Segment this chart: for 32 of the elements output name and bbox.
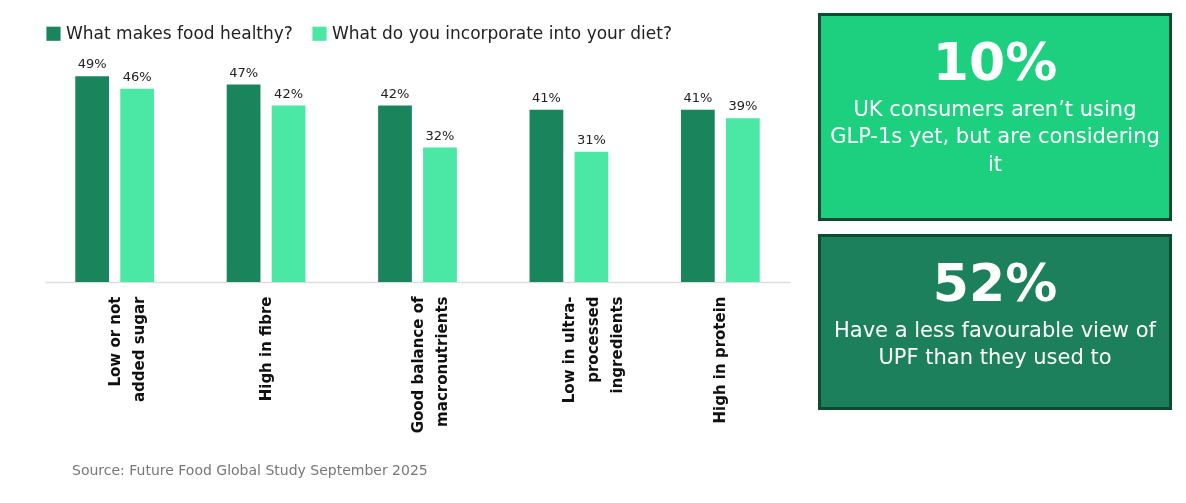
bar <box>680 109 715 282</box>
legend-label: What do you incorporate into your diet? <box>332 22 672 43</box>
data-label: 42% <box>380 85 410 101</box>
text: 52% <box>931 253 1059 313</box>
bar <box>226 84 261 282</box>
source-note: Source: Future Food Global Study September 2025 <box>72 462 428 478</box>
x-tick-label: Low or not added sugar <box>105 295 148 403</box>
text: UK consumers aren’t using GLP-1s yet, but are considering it <box>829 96 1161 178</box>
bar <box>529 109 564 282</box>
bar <box>271 105 306 282</box>
x-tick-label: Low in ultra-processed ingredients <box>559 296 626 404</box>
bar <box>423 147 457 282</box>
bar <box>75 76 110 282</box>
bar <box>378 105 412 282</box>
legend-label: What makes food healthy? <box>66 22 293 43</box>
text: 10% <box>931 32 1059 92</box>
data-label: 49% <box>77 56 107 72</box>
data-label: 41% <box>683 89 713 105</box>
bar <box>725 118 760 282</box>
bar <box>120 88 155 282</box>
data-label: 31% <box>576 131 606 147</box>
data-label: 42% <box>274 85 304 101</box>
data-label: 41% <box>531 89 561 105</box>
text: Have a less favourable view of UPF than they used to <box>833 317 1158 372</box>
data-label: 39% <box>728 98 758 114</box>
x-tick-label: High in fibre <box>257 296 276 402</box>
data-label: 32% <box>425 127 455 143</box>
data-label: 46% <box>122 68 152 84</box>
x-tick-label: High in protein <box>711 296 730 424</box>
data-label: 47% <box>229 64 259 80</box>
bar <box>574 151 609 282</box>
x-tick-label: Good balance of macronutrients <box>408 296 451 434</box>
